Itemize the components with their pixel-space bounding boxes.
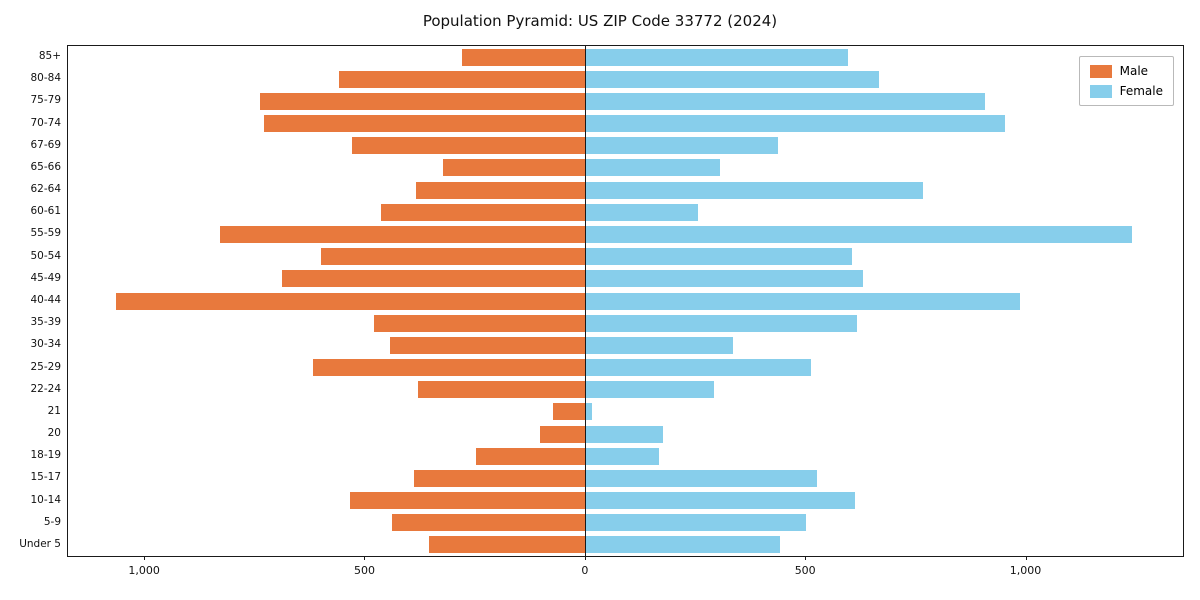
y-tick-label: 40-44: [30, 294, 61, 306]
male-bar: [264, 115, 586, 133]
female-color-swatch: [1089, 84, 1112, 98]
y-tick-label: Under 5: [19, 537, 61, 550]
male-bar: [374, 314, 586, 332]
y-tick-label: 20: [47, 427, 61, 440]
y-tick-label: 80-84: [30, 72, 61, 85]
legend-female-label: Female: [1119, 84, 1163, 98]
female-bar: [585, 115, 1005, 133]
female-bar: [585, 225, 1133, 243]
male-bar: [389, 336, 586, 354]
male-bar: [552, 403, 586, 421]
male-bar: [391, 514, 586, 532]
male-bar: [312, 359, 586, 377]
male-bar: [339, 70, 586, 88]
y-tick-label: 65-66: [30, 160, 61, 173]
male-bar: [380, 203, 586, 221]
female-bar: [585, 137, 778, 155]
legend-item-female: Female: [1089, 84, 1163, 98]
female-bar: [585, 469, 818, 487]
y-tick-label: 5-9: [43, 515, 61, 528]
legend: Male Female: [1078, 56, 1174, 106]
male-bar: [281, 270, 586, 288]
female-bar: [585, 270, 864, 288]
x-tick-label: 0: [581, 564, 589, 577]
y-tick-label: 67-69: [30, 138, 61, 151]
female-bar: [585, 70, 879, 88]
x-tick-mark: [584, 556, 586, 560]
female-bar: [585, 492, 855, 510]
y-tick-label: 21: [47, 404, 61, 417]
female-bar: [585, 359, 811, 377]
x-tick-mark: [364, 556, 366, 560]
y-tick-label: 30-34: [30, 338, 61, 351]
y-tick-label: 75-79: [30, 94, 61, 107]
legend-male-label: Male: [1119, 64, 1149, 78]
y-tick-label: 18-19: [30, 449, 61, 462]
female-bar: [585, 514, 807, 532]
plot-area: Male Female: [67, 45, 1184, 557]
female-bar: [585, 181, 923, 199]
y-tick-label: 60-61: [30, 205, 61, 218]
female-bar: [585, 159, 721, 177]
male-bar: [429, 536, 586, 554]
y-tick-label: 62-64: [30, 183, 61, 196]
x-tick-label: 1,000: [1009, 564, 1042, 577]
male-bar: [321, 248, 586, 266]
y-tick-label: 50-54: [30, 249, 61, 262]
y-tick-label: 35-39: [30, 316, 61, 329]
y-tick-label: 55-59: [30, 227, 61, 240]
female-bar: [585, 447, 659, 465]
female-bar: [585, 425, 663, 443]
female-bar: [585, 203, 699, 221]
y-tick-label: 10-14: [30, 493, 61, 506]
male-bar: [539, 425, 586, 443]
female-bar: [585, 48, 849, 66]
female-bar: [585, 292, 1020, 310]
female-bar: [585, 92, 985, 110]
female-bar: [585, 336, 734, 354]
male-bar: [475, 447, 586, 465]
female-bar: [585, 381, 714, 399]
male-bar: [416, 181, 586, 199]
x-tick-label: 1,000: [128, 564, 160, 577]
male-bar: [350, 492, 586, 510]
male-bar: [220, 225, 586, 243]
male-color-swatch: [1089, 64, 1112, 78]
y-tick-label: 45-49: [30, 271, 61, 284]
y-tick-label: 85+: [38, 50, 61, 63]
male-bar: [462, 48, 586, 66]
x-tick-mark: [805, 556, 807, 560]
male-bar: [116, 292, 586, 310]
x-tick-label: 500: [353, 564, 375, 577]
y-tick-label: 15-17: [30, 471, 61, 484]
zero-axis-line: [585, 46, 587, 556]
female-bar: [585, 314, 857, 332]
male-bar: [418, 381, 586, 399]
chart-title: Population Pyramid: US ZIP Code 33772 (2…: [422, 12, 778, 30]
male-bar: [352, 137, 586, 155]
y-tick-label: 22-24: [30, 382, 61, 395]
male-bar: [259, 92, 586, 110]
x-tick-label: 500: [794, 564, 816, 577]
x-tick-mark: [1025, 556, 1027, 560]
female-bar: [585, 248, 853, 266]
male-bar: [442, 159, 586, 177]
female-bar: [585, 403, 593, 421]
legend-item-male: Male: [1089, 64, 1163, 78]
y-tick-label: 25-29: [30, 360, 61, 373]
x-tick-mark: [144, 556, 146, 560]
y-tick-label: 70-74: [30, 116, 61, 129]
female-bar: [585, 536, 780, 554]
male-bar: [413, 469, 586, 487]
